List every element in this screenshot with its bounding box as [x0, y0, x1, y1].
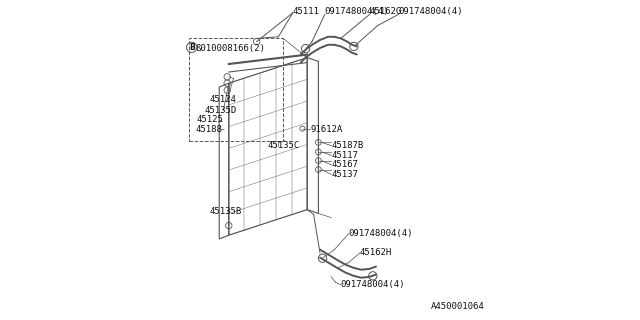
Text: 45111: 45111: [292, 7, 319, 16]
Text: 091748004(4): 091748004(4): [398, 7, 463, 16]
Text: 91612A: 91612A: [310, 125, 342, 134]
Text: 45187B: 45187B: [332, 141, 364, 150]
Text: 091748004(4): 091748004(4): [340, 280, 405, 289]
Text: 45162H: 45162H: [360, 248, 392, 257]
Text: ß010008166(2): ß010008166(2): [195, 44, 265, 52]
Text: 45125: 45125: [197, 116, 223, 124]
Text: 091748004(4): 091748004(4): [325, 7, 389, 16]
Text: 091748004(4): 091748004(4): [349, 229, 413, 238]
Text: 45135D: 45135D: [204, 106, 236, 115]
Text: A450001064: A450001064: [430, 302, 484, 311]
Text: 45117: 45117: [332, 151, 358, 160]
Text: 45124: 45124: [210, 95, 236, 104]
Text: 45135C: 45135C: [268, 141, 300, 150]
Text: 45137: 45137: [332, 170, 358, 179]
Text: 45162G: 45162G: [370, 7, 402, 16]
Text: 45188: 45188: [196, 125, 223, 134]
Text: 45135B: 45135B: [210, 207, 242, 216]
Text: B: B: [189, 43, 195, 52]
Text: 45167: 45167: [332, 160, 358, 169]
